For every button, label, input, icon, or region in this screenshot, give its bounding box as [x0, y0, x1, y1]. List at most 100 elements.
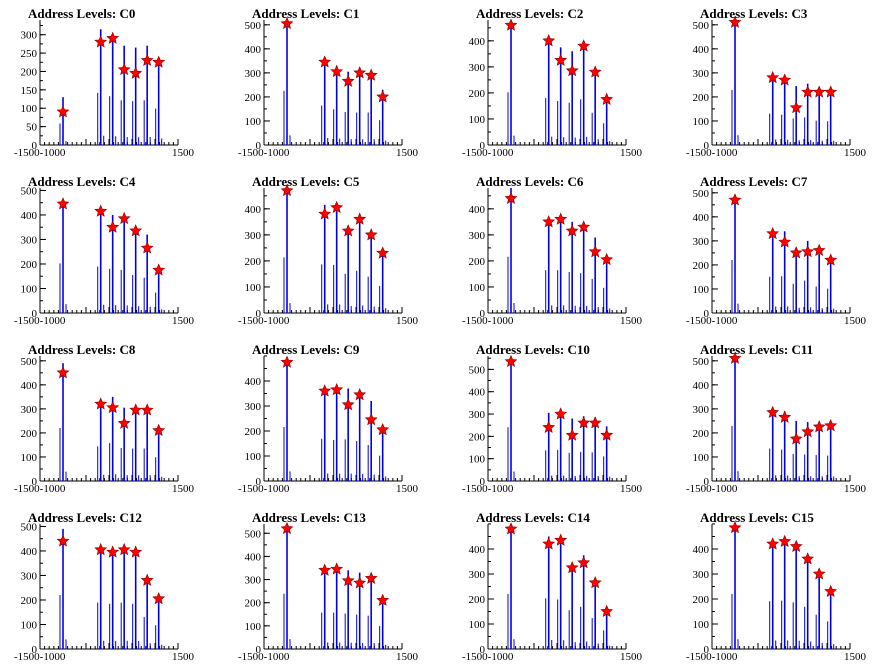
y-tick-label: 400	[469, 204, 486, 216]
y-tick-label: 0	[256, 140, 262, 152]
peak-marker	[353, 66, 367, 79]
y-tick-label: 100	[469, 114, 486, 126]
y-tick-label: 400	[469, 36, 486, 48]
chart-svg: 0 100 200 300 400 500 -1500-1000 1500	[14, 185, 195, 327]
peak-marker	[565, 64, 579, 77]
panel-title: Address Levels: C13	[252, 510, 366, 525]
y-tick-label: 200	[245, 426, 262, 438]
chart-svg: 0 100 200 300 400 -1500-1000 1500	[238, 355, 419, 495]
y-tick-label: 100	[469, 619, 486, 631]
chart-svg: 0 100 200 300 400 500 -1500-1000 1500	[14, 521, 195, 663]
y-tick-label: 0	[704, 644, 710, 656]
peak-marker	[577, 416, 591, 429]
panel-title: Address Levels: C12	[28, 510, 142, 525]
peak-marker	[801, 244, 815, 258]
y-tick-label: 400	[245, 551, 262, 563]
x-tick-label: 1500	[620, 147, 643, 159]
y-tick-label: 500	[21, 185, 38, 197]
y-tick-label: 300	[245, 575, 262, 587]
x-tick-label: 1500	[396, 315, 419, 327]
y-tick-label: 200	[21, 428, 38, 440]
y-tick-label: 200	[469, 431, 486, 443]
peak-marker	[152, 55, 166, 68]
panel-title: Address Levels: C2	[476, 6, 584, 21]
y-tick-label: 200	[21, 595, 38, 607]
y-tick-label: 100	[21, 619, 38, 631]
peak-marker	[778, 73, 792, 86]
y-tick-label: 200	[469, 256, 486, 268]
panel-title: Address Levels: C0	[28, 6, 136, 21]
peak-marker	[376, 90, 390, 103]
peak-marker	[728, 15, 742, 28]
peak-marker	[789, 100, 803, 114]
y-tick-label: 250	[21, 48, 38, 60]
chart-svg: 0 50 100 150 200 250 300 -1500-1000 1500	[14, 20, 195, 159]
peak-marker	[376, 246, 390, 259]
y-tick-label: 300	[693, 236, 710, 248]
y-tick-label: 300	[693, 68, 710, 80]
x-tick-label: -1500-1000	[14, 651, 66, 663]
chart-panel: Address Levels: C9 0 100 200 300 400 -1500-100…	[224, 336, 448, 504]
y-tick-label: 300	[245, 401, 262, 413]
y-tick-label: 100	[469, 454, 486, 466]
y-tick-label: 200	[245, 92, 262, 104]
peak-marker	[341, 573, 355, 587]
peak-marker	[504, 191, 518, 204]
chart-panel: Address Levels: C14 0 100 200 300 400 -1500-10…	[448, 504, 672, 672]
y-tick-label: 200	[469, 88, 486, 100]
x-tick-label: 1500	[844, 147, 867, 159]
peak-marker	[152, 263, 166, 276]
chart-panel: Address Levels: C2 0 100 200 300 400 -1500-100…	[448, 0, 672, 168]
y-tick-label: 200	[693, 428, 710, 440]
peak-marker	[801, 85, 815, 98]
peak-marker	[280, 521, 294, 535]
y-tick-label: 50	[26, 122, 38, 134]
y-tick-label: 200	[469, 594, 486, 606]
chart-panel: Address Levels: C0 0 50 100 150 200 250 300 -150…	[0, 0, 224, 168]
y-tick-label: 100	[693, 619, 710, 631]
peak-marker	[318, 384, 332, 397]
y-tick-label: 0	[32, 140, 38, 152]
y-tick-label: 300	[245, 230, 262, 242]
peak-marker	[565, 561, 579, 574]
chart-svg: 0 100 200 300 400 500 -1500-1000 1500	[686, 351, 867, 495]
x-tick-label: 1500	[620, 483, 643, 495]
panel-title: Address Levels: C3	[700, 6, 808, 21]
peak-marker	[588, 245, 602, 258]
x-tick-label: 1500	[620, 315, 643, 327]
y-tick-label: 400	[693, 380, 710, 392]
panel-title: Address Levels: C4	[28, 174, 136, 189]
y-tick-label: 500	[21, 356, 38, 368]
peak-marker	[152, 592, 166, 605]
peak-marker	[565, 224, 579, 237]
peak-marker	[364, 68, 378, 81]
y-tick-label: 0	[256, 476, 262, 488]
peak-marker	[106, 545, 120, 558]
peak-marker	[766, 70, 780, 84]
peak-marker	[577, 39, 591, 52]
panel-title: Address Levels: C14	[476, 510, 590, 525]
y-tick-label: 400	[469, 387, 486, 399]
chart-svg: 0 100 200 300 400 -1500-1000 1500	[462, 522, 643, 663]
y-tick-label: 200	[693, 92, 710, 104]
peak-marker	[318, 207, 332, 220]
y-tick-label: 0	[480, 140, 486, 152]
chart-svg: 0 100 200 300 400 -1500-1000 1500	[462, 188, 643, 327]
x-tick-label: -1500-1000	[686, 483, 738, 495]
panel-title: Address Levels: C6	[476, 174, 584, 189]
peak-marker	[812, 420, 826, 433]
x-tick-label: -1500-1000	[238, 483, 290, 495]
peak-marker	[341, 74, 355, 87]
chart-panel: Address Levels: C11 0 100 200 300 400 500 -1500…	[672, 336, 896, 504]
y-tick-label: 400	[693, 212, 710, 224]
peak-marker	[106, 400, 120, 414]
peak-marker	[554, 407, 568, 420]
peak-marker	[504, 354, 518, 368]
y-tick-label: 0	[704, 476, 710, 488]
y-tick-label: 400	[21, 380, 38, 392]
peak-marker	[330, 200, 344, 214]
y-tick-label: 400	[245, 204, 262, 216]
peak-marker	[824, 85, 838, 98]
y-tick-label: 300	[693, 404, 710, 416]
peak-marker	[364, 571, 378, 584]
